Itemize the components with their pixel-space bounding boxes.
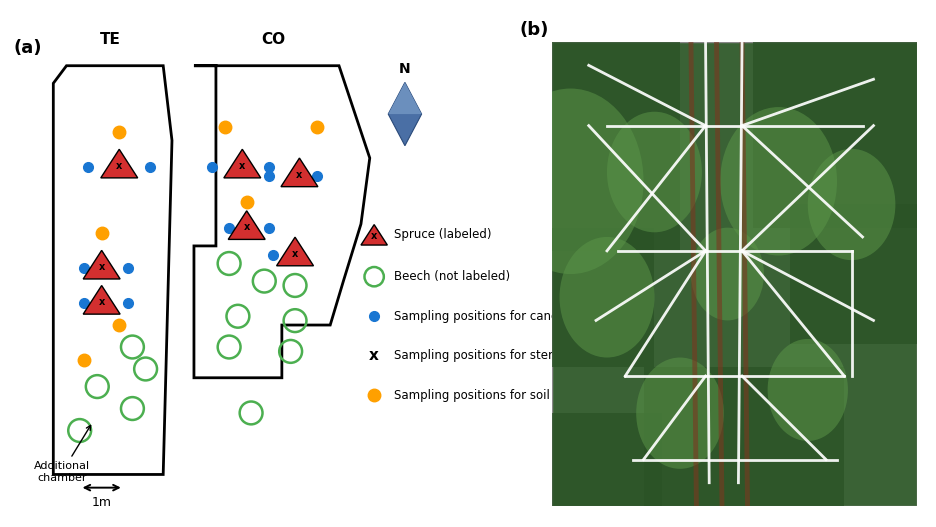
Polygon shape [228,211,265,239]
Circle shape [768,339,848,441]
Bar [790,204,917,344]
Polygon shape [388,82,421,114]
Text: Sampling positions for canopy air: Sampling positions for canopy air [394,310,592,323]
Polygon shape [83,250,120,279]
Polygon shape [276,237,314,266]
Circle shape [607,112,702,232]
Text: Sampling positions for soil CO₂ efflux: Sampling positions for soil CO₂ efflux [394,389,613,402]
Circle shape [636,357,724,469]
Circle shape [498,89,644,274]
Bar [552,42,680,251]
Circle shape [808,149,896,260]
Polygon shape [281,158,318,187]
Bar [753,42,917,228]
Text: x: x [240,161,245,171]
Text: (a): (a) [14,40,42,57]
Bar [644,367,844,506]
Polygon shape [83,286,120,314]
Circle shape [560,237,654,357]
Text: CO: CO [261,32,285,47]
Circle shape [691,228,764,320]
Text: x: x [243,222,250,232]
Polygon shape [101,149,138,178]
Bar [552,413,662,506]
Bar [552,228,654,367]
Text: (b): (b) [519,21,548,38]
Circle shape [720,107,837,256]
Polygon shape [361,225,388,245]
Text: x: x [98,262,105,272]
Text: x: x [369,348,379,363]
Text: Spruce (labeled): Spruce (labeled) [394,228,491,241]
Text: x: x [297,170,302,180]
Polygon shape [224,149,261,178]
Text: 1m: 1m [92,496,111,510]
Text: Beech (not labeled): Beech (not labeled) [394,270,510,283]
Text: x: x [371,231,377,241]
Polygon shape [388,82,421,145]
Text: x: x [116,161,123,171]
Text: Additional
chamber: Additional chamber [34,425,91,483]
Text: N: N [399,62,411,76]
Text: Sampling positions for stem CO₂ efflux: Sampling positions for stem CO₂ efflux [394,349,622,362]
Text: TE: TE [100,32,121,47]
Text: x: x [98,297,105,307]
Text: x: x [292,249,299,259]
